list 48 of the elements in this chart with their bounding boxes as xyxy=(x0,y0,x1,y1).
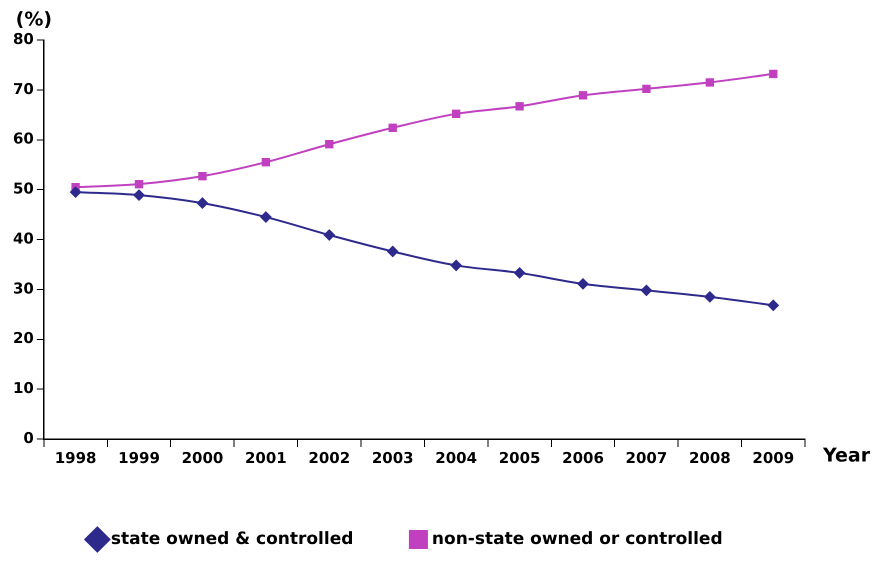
y-tick-label: 50 xyxy=(13,180,34,198)
y-tick-label: 0 xyxy=(23,428,34,447)
point xyxy=(196,198,208,209)
y-tick-label: 30 xyxy=(13,279,34,298)
point xyxy=(262,158,270,166)
x-tick-label: 2006 xyxy=(562,448,604,467)
point xyxy=(450,260,462,271)
point xyxy=(578,278,589,290)
x-tick-label: 1999 xyxy=(118,448,160,467)
x-tick-label: 2002 xyxy=(308,448,350,467)
x-tick-label: 1998 xyxy=(54,448,96,467)
y-tick-label: 80 xyxy=(13,30,34,48)
point xyxy=(578,91,588,100)
y-tick-label: 70 xyxy=(13,80,34,98)
point xyxy=(768,300,779,311)
point xyxy=(452,110,460,118)
legend-label: state owned & controlled xyxy=(110,528,354,549)
y-axis-title: (%) xyxy=(16,8,52,30)
x-tick-label: 2007 xyxy=(626,448,668,467)
y-tick-label: 40 xyxy=(13,229,34,248)
x-tick-label: 2003 xyxy=(372,448,414,467)
x-tick-label: 2008 xyxy=(688,448,731,467)
point xyxy=(642,84,651,94)
point xyxy=(704,291,716,302)
point xyxy=(706,78,714,87)
x-tick-label: 2000 xyxy=(182,448,224,467)
x-tick-label: 2001 xyxy=(244,448,287,467)
x-tick-label: 2009 xyxy=(752,448,794,467)
x-axis-title: Year xyxy=(822,444,871,466)
point xyxy=(260,212,272,223)
x-tick-label: 2005 xyxy=(498,448,540,467)
legend-label: non-state owned or controlled xyxy=(432,528,723,549)
y-tick-label: 60 xyxy=(13,130,34,148)
y-tick-label: 20 xyxy=(13,329,34,348)
point xyxy=(769,70,778,78)
point xyxy=(324,230,335,241)
point xyxy=(515,102,524,111)
point xyxy=(325,140,334,148)
x-tick-label: 2004 xyxy=(435,448,478,467)
y-tick-label: 10 xyxy=(13,379,34,398)
point xyxy=(388,124,397,132)
point xyxy=(198,172,207,180)
point xyxy=(134,180,144,188)
point xyxy=(70,186,82,198)
point xyxy=(640,284,652,296)
point xyxy=(134,190,145,201)
point xyxy=(387,246,398,257)
point xyxy=(514,267,526,278)
